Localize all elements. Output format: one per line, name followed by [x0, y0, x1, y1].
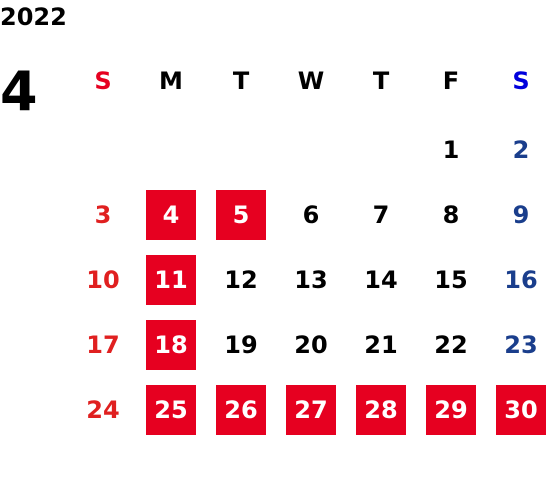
- day-cell-29[interactable]: 29: [426, 385, 476, 435]
- day-cell-25[interactable]: 25: [146, 385, 196, 435]
- day-cell-23[interactable]: 23: [504, 331, 538, 359]
- weekday-header-sun: S: [94, 67, 112, 95]
- day-cell-8[interactable]: 8: [442, 201, 460, 229]
- weekday-header-sat: S: [512, 67, 530, 95]
- day-cell-19[interactable]: 19: [224, 331, 258, 359]
- weekday-header-thu: T: [372, 67, 390, 95]
- day-cell-24[interactable]: 24: [86, 396, 120, 424]
- weekday-header-fri: F: [442, 67, 460, 95]
- day-cell-3[interactable]: 3: [94, 201, 112, 229]
- day-cell-12[interactable]: 12: [224, 266, 258, 294]
- day-cell-16[interactable]: 16: [504, 266, 538, 294]
- day-cell-17[interactable]: 17: [86, 331, 120, 359]
- day-cell-5[interactable]: 5: [216, 190, 266, 240]
- weekday-header-mon: M: [159, 67, 183, 95]
- day-cell-26[interactable]: 26: [216, 385, 266, 435]
- day-cell-4[interactable]: 4: [146, 190, 196, 240]
- day-cell-11[interactable]: 11: [146, 255, 196, 305]
- day-cell-28[interactable]: 28: [356, 385, 406, 435]
- day-cell-14[interactable]: 14: [364, 266, 398, 294]
- day-cell-9[interactable]: 9: [512, 201, 530, 229]
- day-cell-20[interactable]: 20: [294, 331, 328, 359]
- day-cell-1[interactable]: 1: [442, 136, 460, 164]
- day-cell-30[interactable]: 30: [496, 385, 546, 435]
- day-cell-13[interactable]: 13: [294, 266, 328, 294]
- year-label: 2022: [0, 3, 67, 31]
- day-cell-10[interactable]: 10: [86, 266, 120, 294]
- day-cell-2[interactable]: 2: [512, 136, 530, 164]
- day-cell-21[interactable]: 21: [364, 331, 398, 359]
- day-cell-15[interactable]: 15: [434, 266, 468, 294]
- day-cell-18[interactable]: 18: [146, 320, 196, 370]
- day-cell-27[interactable]: 27: [286, 385, 336, 435]
- weekday-header-tue: T: [232, 67, 250, 95]
- month-label: 4: [0, 60, 38, 123]
- day-cell-22[interactable]: 22: [434, 331, 468, 359]
- day-cell-7[interactable]: 7: [372, 201, 390, 229]
- weekday-header-wed: W: [297, 67, 325, 95]
- day-cell-6[interactable]: 6: [302, 201, 320, 229]
